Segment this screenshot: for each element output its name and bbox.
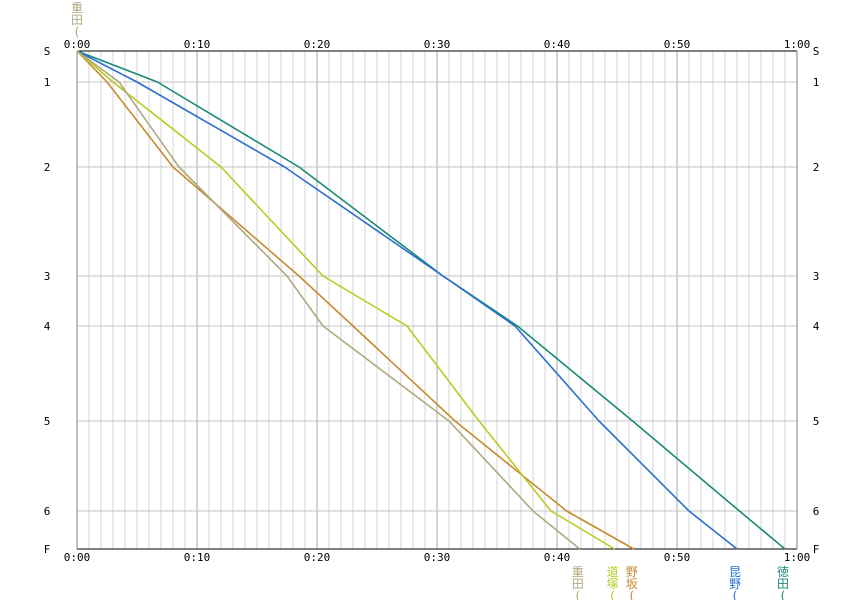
y-tick-label-left: 4 [44, 320, 51, 333]
y-tick-label-right: 3 [813, 270, 820, 283]
x-tick-label-top: 0:30 [424, 38, 451, 51]
x-tick-label-bottom: 0:30 [424, 551, 451, 564]
x-tick-label-top: 0:40 [544, 38, 571, 51]
runner-label: 田 [777, 577, 789, 591]
y-tick-label-right: 6 [813, 505, 820, 518]
start-runner-label: 重 [71, 1, 83, 15]
runner-label: 坂 [626, 577, 638, 591]
y-tick-label-left: F [44, 543, 51, 556]
x-tick-label-top: 0:50 [664, 38, 691, 51]
y-tick-label-right: F [813, 543, 820, 556]
y-tick-label-left: 3 [44, 270, 51, 283]
runner-label: ( [781, 589, 786, 600]
labels: 徳田(昆野(野坂(道塚(重田(重田( [71, 1, 789, 600]
start-runner-label: ( [75, 25, 80, 39]
series-line [76, 50, 581, 550]
runner-label: ( [629, 589, 634, 600]
x-tick-label-bottom: 1:00 [784, 551, 811, 564]
y-tick-label-left: 2 [44, 161, 51, 174]
grid [76, 50, 798, 550]
y-tick-label-right: 4 [813, 320, 820, 333]
y-tick-label-right: 2 [813, 161, 820, 174]
series-line [76, 50, 738, 550]
x-tick-label-top: 0:20 [304, 38, 331, 51]
runner-label: 田 [572, 577, 584, 591]
x-tick-label-bottom: 0:10 [184, 551, 211, 564]
runner-label: ( [733, 589, 738, 600]
x-tick-label-top: 1:00 [784, 38, 811, 51]
y-tick-label-right: 1 [813, 76, 820, 89]
y-tick-label-right: S [813, 45, 820, 58]
runner-label: 道 [607, 565, 619, 579]
x-tick-label-bottom: 0:40 [544, 551, 571, 564]
y-tick-label-left: 1 [44, 76, 51, 89]
y-tick-label-right: 5 [813, 415, 820, 428]
runner-label: 野 [626, 565, 638, 579]
runner-label: 重 [572, 565, 584, 579]
runner-label: 塚 [607, 577, 619, 591]
x-tick-label-bottom: 0:00 [64, 551, 91, 564]
axes: 0:00 0:00 0:10 0:10 0:20 0:20 0:30 0:30 0:40 0:40… [44, 38, 820, 564]
runner-label: ( [575, 589, 580, 600]
x-tick-label-top: 0:00 [64, 38, 91, 51]
series-line [76, 50, 635, 550]
x-tick-label-top: 0:10 [184, 38, 211, 51]
runner-label: 昆 [729, 565, 741, 579]
series-lines [76, 50, 786, 550]
series-line [76, 50, 616, 550]
x-tick-label-bottom: 0:20 [304, 551, 331, 564]
runner-label: ( [610, 589, 615, 600]
y-tick-label-left: 5 [44, 415, 51, 428]
series-line [76, 50, 786, 550]
y-tick-label-left: 6 [44, 505, 51, 518]
runner-label: 徳 [777, 564, 789, 579]
runner-label: 野 [729, 577, 741, 591]
start-runner-label: 田 [71, 13, 83, 27]
y-tick-label-left: S [44, 45, 51, 58]
x-tick-label-bottom: 0:50 [664, 551, 691, 564]
